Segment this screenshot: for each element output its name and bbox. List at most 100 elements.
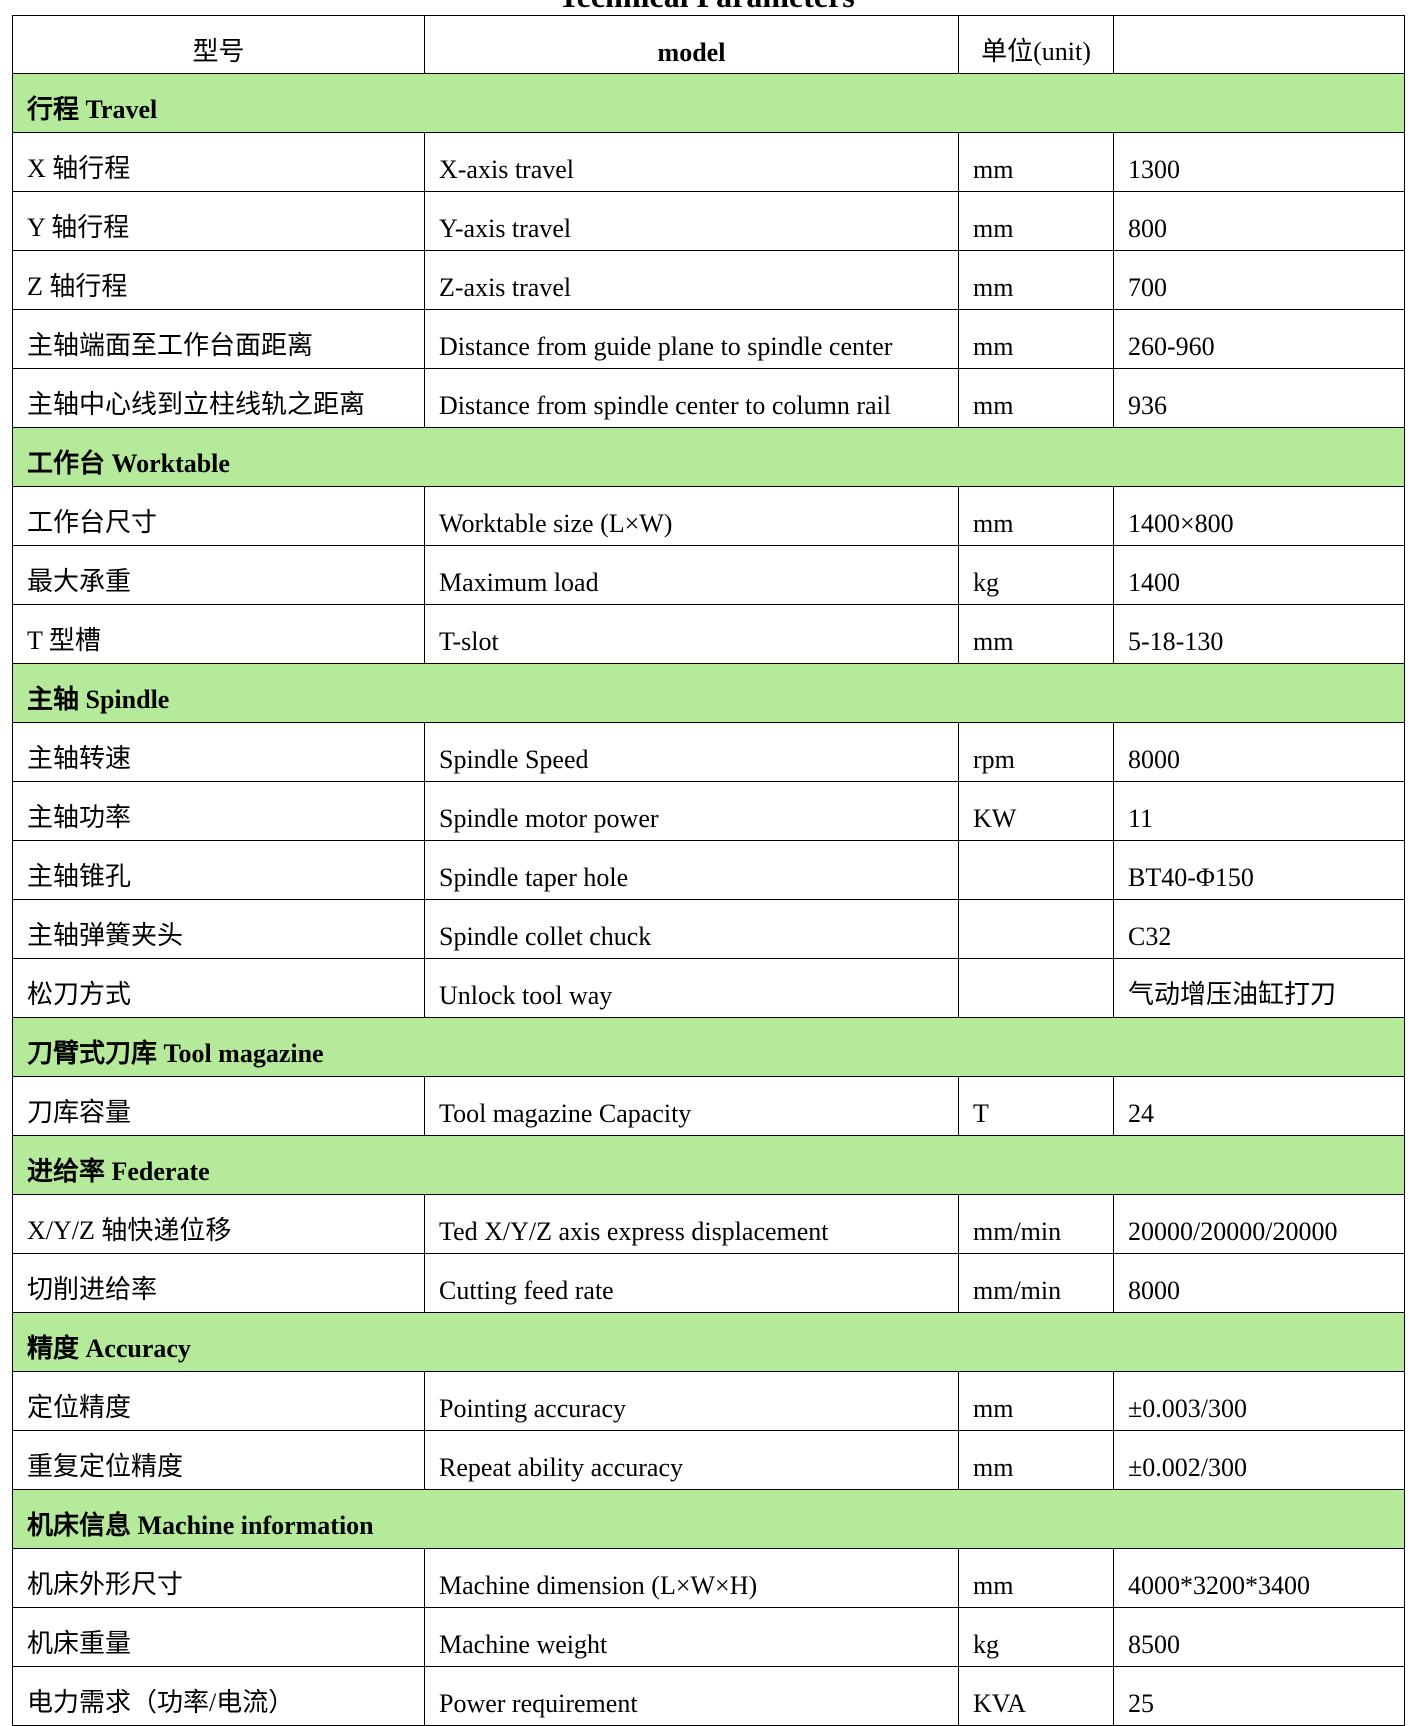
param-unit: mm	[958, 368, 1114, 428]
param-chinese: 切削进给率	[12, 1253, 425, 1313]
param-english: X-axis travel	[424, 132, 959, 192]
table-row: 切削进给率 Cutting feed rate mm/min 8000	[12, 1253, 1405, 1313]
param-unit	[958, 840, 1114, 900]
param-chinese: Z 轴行程	[12, 250, 425, 310]
param-chinese: 定位精度	[12, 1371, 425, 1431]
param-unit: mm	[958, 604, 1114, 664]
param-english: Spindle Speed	[424, 722, 959, 782]
header-unit: 单位(unit)	[958, 15, 1114, 74]
param-unit: mm	[958, 1430, 1114, 1490]
section-header: 精度 Accuracy	[12, 1312, 1405, 1372]
param-unit: mm	[958, 486, 1114, 546]
param-value: 5-18-130	[1113, 604, 1405, 664]
param-value: 25	[1113, 1666, 1405, 1726]
param-value: 1400×800	[1113, 486, 1405, 546]
param-value: 24	[1113, 1076, 1405, 1136]
param-unit	[958, 899, 1114, 959]
param-value: 8000	[1113, 1253, 1405, 1313]
param-english: Spindle motor power	[424, 781, 959, 841]
param-value: 8000	[1113, 722, 1405, 782]
section-title: 行程 Travel	[12, 73, 1405, 133]
param-english: Distance from guide plane to spindle cen…	[424, 309, 959, 369]
param-unit: mm	[958, 132, 1114, 192]
param-unit: mm	[958, 191, 1114, 251]
param-value: 1300	[1113, 132, 1405, 192]
param-english: Worktable size (L×W)	[424, 486, 959, 546]
param-chinese: 主轴转速	[12, 722, 425, 782]
table-row: T 型槽 T-slot mm 5-18-130	[12, 604, 1405, 664]
param-value: BT40-Φ150	[1113, 840, 1405, 900]
param-value: C32	[1113, 899, 1405, 959]
table-row: 主轴转速 Spindle Speed rpm 8000	[12, 722, 1405, 782]
table-row: 定位精度 Pointing accuracy mm ±0.003/300	[12, 1371, 1405, 1431]
table-row: Y 轴行程 Y-axis travel mm 800	[12, 191, 1405, 251]
table-row: 电力需求（功率/电流） Power requirement KVA 25	[12, 1666, 1405, 1726]
table-row: 主轴锥孔 Spindle taper hole BT40-Φ150	[12, 840, 1405, 900]
param-chinese: 主轴中心线到立柱线轨之距离	[12, 368, 425, 428]
section-title: 刀臂式刀库 Tool magazine	[12, 1017, 1405, 1077]
param-value: 气动增压油缸打刀	[1113, 958, 1405, 1018]
section-title: 进给率 Federate	[12, 1135, 1405, 1195]
table-row: X 轴行程 X-axis travel mm 1300	[12, 132, 1405, 192]
param-english: Tool magazine Capacity	[424, 1076, 959, 1136]
param-value: 260-960	[1113, 309, 1405, 369]
param-english: Y-axis travel	[424, 191, 959, 251]
header-model: model	[424, 15, 959, 74]
table-header: 型号 model 单位(unit)	[12, 15, 1405, 74]
param-value: ±0.003/300	[1113, 1371, 1405, 1431]
param-value: 1400	[1113, 545, 1405, 605]
param-chinese: 主轴锥孔	[12, 840, 425, 900]
param-unit: KVA	[958, 1666, 1114, 1726]
param-value: 11	[1113, 781, 1405, 841]
section-title: 工作台 Worktable	[12, 427, 1405, 487]
param-unit: T	[958, 1076, 1114, 1136]
param-chinese: 重复定位精度	[12, 1430, 425, 1490]
section-title: 机床信息 Machine information	[12, 1489, 1405, 1549]
param-english: T-slot	[424, 604, 959, 664]
param-english: Unlock tool way	[424, 958, 959, 1018]
section-title: 主轴 Spindle	[12, 663, 1405, 723]
param-chinese: Y 轴行程	[12, 191, 425, 251]
section-header: 机床信息 Machine information	[12, 1489, 1405, 1549]
param-unit: mm	[958, 250, 1114, 310]
param-chinese: 工作台尺寸	[12, 486, 425, 546]
table-row: 工作台尺寸 Worktable size (L×W) mm 1400×800	[12, 486, 1405, 546]
param-chinese: 主轴端面至工作台面距离	[12, 309, 425, 369]
param-unit: mm	[958, 309, 1114, 369]
param-value: 20000/20000/20000	[1113, 1194, 1405, 1254]
param-chinese: X 轴行程	[12, 132, 425, 192]
param-value: 800	[1113, 191, 1405, 251]
param-chinese: 电力需求（功率/电流）	[12, 1666, 425, 1726]
table-row: X/Y/Z 轴快递位移 Ted X/Y/Z axis express displa…	[12, 1194, 1405, 1254]
parameters-table: 型号 model 单位(unit) 行程 Travel X 轴行程 X-axis t…	[12, 15, 1405, 1726]
param-english: Power requirement	[424, 1666, 959, 1726]
param-english: Machine weight	[424, 1607, 959, 1667]
param-unit: mm/min	[958, 1253, 1114, 1313]
table-row: 刀库容量 Tool magazine Capacity T 24	[12, 1076, 1405, 1136]
param-chinese: T 型槽	[12, 604, 425, 664]
param-value: 936	[1113, 368, 1405, 428]
section-header: 刀臂式刀库 Tool magazine	[12, 1017, 1405, 1077]
table-row: 最大承重 Maximum load kg 1400	[12, 545, 1405, 605]
table-row: 机床外形尺寸 Machine dimension (L×W×H) mm 4000*32…	[12, 1548, 1405, 1608]
param-value: ±0.002/300	[1113, 1430, 1405, 1490]
param-english: Z-axis travel	[424, 250, 959, 310]
param-english: Cutting feed rate	[424, 1253, 959, 1313]
param-chinese: 最大承重	[12, 545, 425, 605]
table-row: 机床重量 Machine weight kg 8500	[12, 1607, 1405, 1667]
param-unit: rpm	[958, 722, 1114, 782]
table-row: 主轴功率 Spindle motor power KW 11	[12, 781, 1405, 841]
param-english: Maximum load	[424, 545, 959, 605]
table-row: 松刀方式 Unlock tool way 气动增压油缸打刀	[12, 958, 1405, 1018]
table-row: 重复定位精度 Repeat ability accuracy mm ±0.002/30…	[12, 1430, 1405, 1490]
param-chinese: 机床外形尺寸	[12, 1548, 425, 1608]
param-unit: mm/min	[958, 1194, 1114, 1254]
param-english: Machine dimension (L×W×H)	[424, 1548, 959, 1608]
param-english: Spindle collet chuck	[424, 899, 959, 959]
section-header: 行程 Travel	[12, 73, 1405, 133]
param-value: 8500	[1113, 1607, 1405, 1667]
table-row: 主轴弹簧夹头 Spindle collet chuck C32	[12, 899, 1405, 959]
param-unit: kg	[958, 1607, 1114, 1667]
param-english: Pointing accuracy	[424, 1371, 959, 1431]
param-unit	[958, 958, 1114, 1018]
